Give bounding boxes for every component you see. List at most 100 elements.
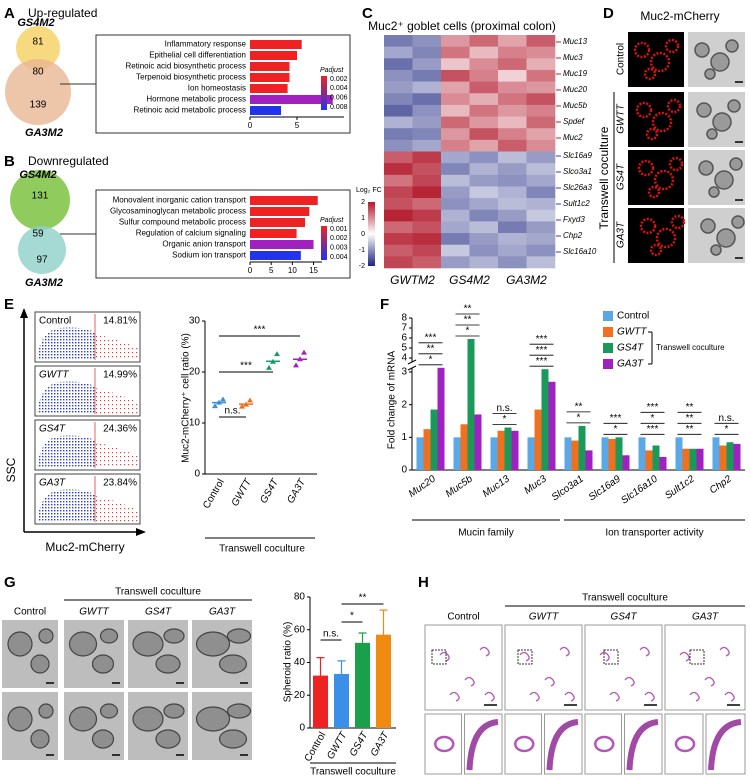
y-tick-label: 20	[294, 690, 306, 701]
flow-cloud	[37, 381, 95, 414]
heatmap-cell	[469, 46, 499, 59]
heatmap-cell	[469, 128, 499, 141]
flow-cloud	[95, 334, 138, 360]
significance: ***	[536, 334, 548, 345]
organoid	[666, 98, 682, 114]
term-label: Sodium ion transport	[172, 251, 247, 260]
organoid	[706, 128, 718, 140]
organoid	[700, 218, 716, 234]
tissue	[599, 651, 610, 662]
gene-label: Muc20	[563, 85, 588, 94]
heatmap-cell	[469, 198, 499, 211]
tissue	[546, 719, 579, 771]
organoid	[651, 111, 673, 133]
significance: ***	[425, 332, 437, 343]
significance: **	[575, 402, 583, 413]
colorbar-tick: -1	[359, 247, 365, 254]
term-label: Sulfur compound metabolic process	[119, 218, 246, 227]
panel-letter: E	[4, 296, 14, 313]
heatmap-cell	[384, 93, 413, 106]
heatmap-cell	[384, 58, 413, 71]
x-tick-label: GWTT	[230, 477, 255, 509]
bar	[712, 437, 720, 470]
tissue	[674, 735, 696, 753]
x-tick-label: GS4T	[258, 477, 281, 506]
significance: *	[350, 611, 354, 622]
panel-letter: B	[4, 153, 15, 170]
bar	[490, 437, 498, 470]
significance: n.s.	[224, 406, 240, 417]
flow-percent: 14.81%	[103, 316, 137, 327]
heatmap-cell	[526, 256, 556, 269]
heatmap-cell	[412, 151, 442, 164]
significance: **	[686, 424, 694, 435]
bar	[453, 437, 461, 470]
zoom-image	[504, 713, 542, 775]
organoid	[91, 729, 115, 749]
column-label: GWTM2	[390, 273, 435, 287]
group-label: Ion transporter activity	[605, 528, 703, 539]
heatmap-cell	[469, 221, 499, 234]
tissue	[519, 651, 530, 662]
y-tick-label: 0	[299, 723, 305, 734]
colorbar	[368, 202, 375, 266]
tissue	[724, 691, 735, 702]
bar	[571, 440, 579, 470]
y-tick-label: 3	[401, 367, 407, 378]
heatmap-cell	[498, 128, 527, 141]
bar	[578, 425, 586, 470]
organoid	[655, 227, 677, 249]
organoid	[163, 703, 185, 719]
organoid	[668, 156, 684, 172]
heatmap-cell	[498, 46, 527, 59]
gene-label: Muc2	[563, 133, 583, 142]
organoid	[38, 628, 54, 644]
bar	[376, 634, 391, 728]
significance: *	[614, 424, 618, 435]
bar	[467, 339, 475, 470]
organoid	[696, 102, 712, 118]
organoid	[698, 160, 714, 176]
term-label: Monovalent inorganic cation transport	[113, 196, 247, 205]
x-tick-label: 5	[269, 266, 274, 275]
venn-set: GA3M2	[25, 277, 63, 289]
column-label: GS4T	[610, 612, 637, 623]
group-label: Transwell coculture	[597, 126, 611, 229]
heatmap-cell	[469, 163, 499, 176]
term-label: Hormone metabolic process	[146, 95, 246, 104]
gene-label: Fxyd3	[563, 215, 585, 224]
tissue	[529, 691, 540, 702]
heatmap-cell	[412, 46, 442, 59]
heatmap-cell	[498, 58, 527, 71]
venn-circle	[18, 226, 66, 274]
heatmap-cell	[412, 186, 442, 199]
flow-cloud	[37, 489, 95, 522]
heatmap-cell	[412, 128, 442, 141]
x-tick-label: Muc3	[522, 473, 549, 496]
tissue	[639, 646, 650, 657]
organoid	[729, 157, 743, 171]
heatmap-cell	[441, 163, 470, 176]
heatmap-cell	[469, 116, 499, 129]
bar	[733, 443, 741, 470]
heatmap-cell	[469, 58, 499, 71]
error-bar	[358, 632, 367, 654]
fluor-image	[628, 150, 684, 205]
point	[220, 396, 226, 402]
heatmap-cell	[498, 35, 527, 47]
heatmap-cell	[384, 186, 413, 199]
significance: n.s.	[718, 413, 734, 424]
heatmap-cell	[498, 198, 527, 211]
tissue	[704, 676, 715, 687]
gene-label: Spdef	[563, 117, 585, 126]
x-tick-label: GA3T	[369, 730, 392, 759]
significance: *	[651, 413, 655, 424]
legend-swatch	[603, 359, 613, 369]
x-tick-label: 5	[295, 121, 300, 130]
heatmap-cell	[498, 174, 527, 187]
heatmap-cell	[498, 151, 527, 164]
organoid	[635, 101, 653, 119]
bar	[675, 437, 683, 470]
significance: ***	[240, 361, 252, 372]
